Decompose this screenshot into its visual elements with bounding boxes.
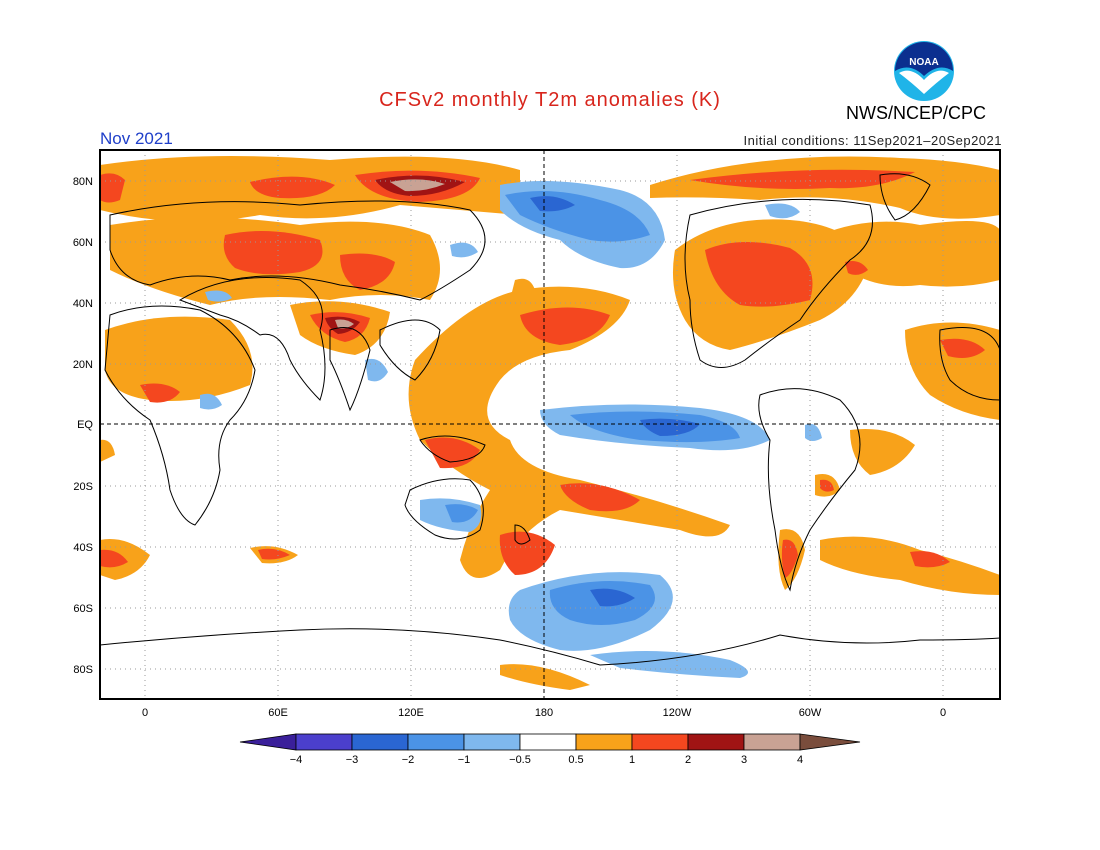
strong-warm-anomaly-region: [781, 539, 798, 578]
lat-label: 80N: [73, 176, 93, 188]
colorbar-segment: [295, 733, 353, 751]
strong-warm-anomaly-region: [223, 231, 323, 275]
lat-label: 40N: [73, 298, 93, 310]
longitude-labels: 0 60E 120E 180 120W 60W 0: [142, 707, 946, 719]
colorbar-segment: [631, 733, 689, 751]
colorbar-segment: [687, 733, 745, 751]
map-title: CFSv2 monthly T2m anomalies (K): [379, 89, 721, 111]
warm-anomaly-region: [820, 536, 1000, 595]
strong-warm-anomaly-region: [520, 307, 610, 345]
colorbar-segment: [519, 733, 577, 751]
strong-warm-anomaly-region: [910, 551, 950, 568]
strong-warm-anomaly-region: [258, 548, 290, 560]
strong-warm-anomaly-region: [425, 437, 480, 469]
strong-cold-anomaly-region: [530, 196, 575, 212]
lat-label: 60N: [73, 237, 93, 249]
lat-label: 20N: [73, 359, 93, 371]
colorbar-segment: [575, 733, 633, 751]
noaa-logo-text: NOAA: [909, 57, 938, 68]
cold-anomaly-region: [805, 423, 822, 441]
extreme-warm-anomaly-region: [390, 179, 445, 192]
lon-label: 60E: [268, 707, 288, 719]
strong-warm-anomaly-region: [705, 241, 813, 307]
colorbar-tick-label: −2: [402, 754, 415, 766]
lon-label: 0: [142, 707, 148, 719]
colorbar-tick-label: 3: [741, 754, 747, 766]
strong-warm-anomaly-region: [100, 173, 125, 203]
colorbar-tick-label: −0.5: [509, 754, 531, 766]
colorbar-segment: [743, 733, 801, 751]
strong-warm-anomaly-region: [560, 483, 640, 512]
lon-label: 60W: [799, 707, 822, 719]
strong-cold-anomaly-region: [640, 418, 700, 436]
strong-warm-anomaly-region: [820, 479, 834, 492]
lat-label: 80S: [73, 664, 93, 676]
warm-anomaly-region: [100, 439, 115, 462]
lat-label: 20S: [73, 481, 93, 493]
colorbar-tick-label: 0.5: [568, 754, 583, 766]
lon-label: 180: [535, 707, 553, 719]
strong-warm-anomaly-region: [340, 253, 395, 290]
colorbar-segment: [239, 733, 297, 751]
colorbar-segment: [407, 733, 465, 751]
equator-dateline: [100, 150, 1000, 699]
initial-conditions: Initial conditions: 11Sep2021–20Sep2021: [743, 133, 1002, 148]
colorbar: [239, 733, 861, 751]
colorbar-tick-label: 1: [629, 754, 635, 766]
strong-cold-anomaly-region: [590, 588, 635, 607]
lat-label: 40S: [73, 542, 93, 554]
noaa-logo: NOAA: [894, 41, 954, 101]
colorbar-segment: [463, 733, 521, 751]
forecast-period: Nov 2021: [100, 129, 173, 148]
colorbar-tick-label: −3: [346, 754, 359, 766]
latitude-labels: 80N 60N 40N 20N EQ 20S 40S 60S 80S: [73, 176, 94, 676]
graticule: [100, 150, 1000, 699]
strong-warm-anomaly-region: [940, 338, 985, 358]
moderate-cold-anomaly-region: [445, 504, 478, 523]
warm-anomaly-region: [850, 429, 915, 475]
agency-label: NWS/NCEP/CPC: [846, 103, 987, 123]
lon-label: 120E: [398, 707, 424, 719]
colorbar-tick-label: 4: [797, 754, 803, 766]
cold-anomaly-region: [450, 242, 478, 258]
warm-anomaly-region: [512, 278, 535, 296]
lon-label: 120W: [663, 707, 692, 719]
colorbar-segment: [799, 733, 861, 751]
coastlines: [100, 173, 1000, 666]
strong-warm-anomaly-region: [250, 176, 335, 199]
strong-warm-anomaly-region: [100, 549, 128, 568]
strong-warm-anomaly-region: [845, 261, 868, 275]
cold-anomaly-region: [205, 290, 232, 302]
strong-warm-anomaly-region: [499, 531, 555, 575]
cold-anomaly-region: [765, 203, 800, 219]
lon-label: 0: [940, 707, 946, 719]
strong-warm-anomaly-region: [140, 383, 180, 403]
colorbar-tick-label: −4: [290, 754, 303, 766]
map-frame: [99, 149, 1001, 700]
warm-anomaly-region: [105, 316, 253, 401]
warm-anomaly-region: [500, 664, 590, 690]
strong-warm-anomaly-region: [690, 169, 915, 189]
cold-anomaly-region: [590, 651, 748, 678]
colorbar-segment: [351, 733, 409, 751]
lat-label: 60S: [73, 603, 93, 615]
colorbar-tick-label: −1: [458, 754, 471, 766]
extreme-warm-anomaly-region: [335, 319, 354, 329]
colorbar-tick-label: 2: [685, 754, 691, 766]
lat-label: EQ: [77, 419, 93, 431]
colorbar-labels: −4 −3 −2 −1 −0.5 0.5 1 2 3 4: [290, 754, 803, 766]
warm-anomaly-region: [408, 286, 730, 578]
cold-anomaly-region: [200, 393, 222, 410]
anomaly-fields: [100, 156, 1000, 690]
